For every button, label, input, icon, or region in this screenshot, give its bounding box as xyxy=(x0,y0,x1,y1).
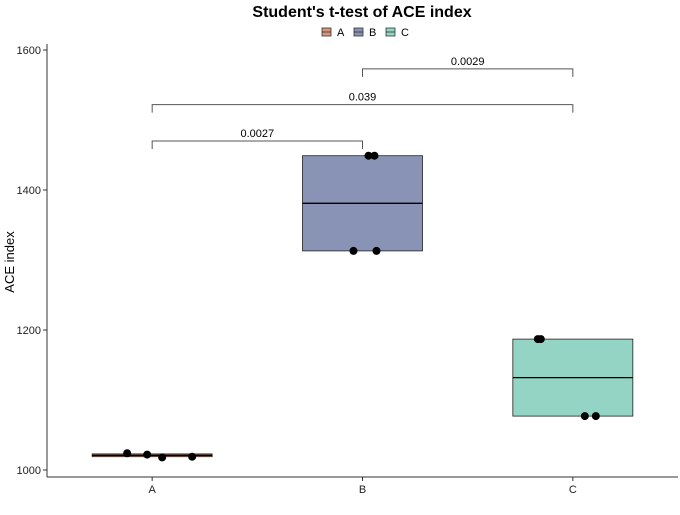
data-point-A xyxy=(143,450,152,459)
legend-item-A: A xyxy=(321,27,345,39)
p-value-label: 0.0027 xyxy=(241,128,275,140)
data-point-A xyxy=(123,449,132,458)
data-point-C xyxy=(580,412,589,421)
x-tick-label: B xyxy=(359,484,366,496)
data-point-C xyxy=(591,412,600,421)
data-point-B xyxy=(364,151,373,160)
data-point-B xyxy=(349,246,358,255)
legend-item-B: B xyxy=(353,27,376,39)
legend-label: B xyxy=(369,27,376,39)
legend-label: C xyxy=(401,27,409,39)
comparison-bracket xyxy=(151,140,363,149)
y-tick-label: 1200 xyxy=(17,325,41,337)
y-tick-label: 1000 xyxy=(17,465,41,477)
data-point-A xyxy=(188,452,197,461)
x-tick-label: C xyxy=(569,484,577,496)
legend: A B C xyxy=(321,27,409,39)
data-point-A xyxy=(158,453,167,462)
chart-title: Student's t-test of ACE index xyxy=(252,4,471,21)
y-tick-label: 1400 xyxy=(17,185,41,197)
comparison-bracket xyxy=(362,68,574,77)
x-tick-label: A xyxy=(148,484,156,496)
p-value-label: 0.0029 xyxy=(451,56,485,68)
legend-item-C: C xyxy=(385,27,409,39)
y-tick-label: 1600 xyxy=(17,45,41,57)
y-axis-label: ACE index xyxy=(2,231,17,293)
data-point-B xyxy=(370,151,379,160)
p-value-label: 0.039 xyxy=(349,92,377,104)
comparison-bracket xyxy=(151,104,574,113)
data-point-B xyxy=(372,246,381,255)
data-point-C xyxy=(536,335,545,344)
legend-label: A xyxy=(337,27,345,39)
